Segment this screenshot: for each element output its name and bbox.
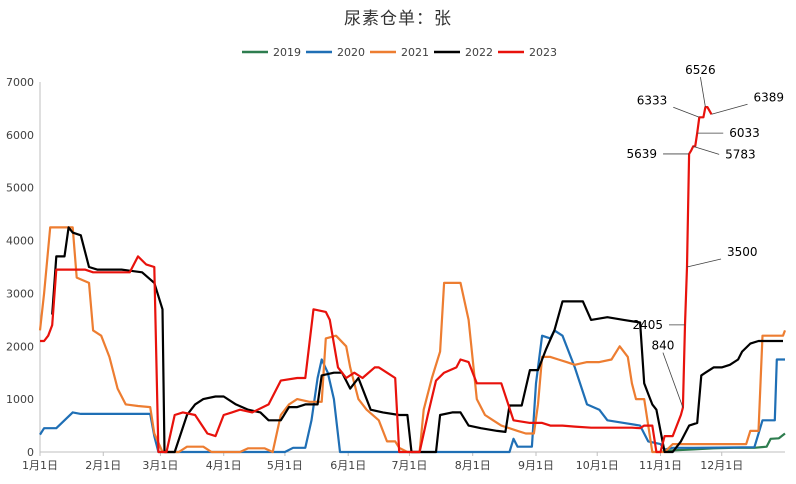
chart-title: 尿素仓单：张: [344, 9, 452, 29]
annotation-label: 3500: [727, 245, 758, 259]
legend-item-2022: 2022: [434, 46, 493, 59]
x-tick-label: 4月1日: [206, 459, 242, 472]
legend-item-2021: 2021: [370, 46, 429, 59]
y-tick-label: 6000: [6, 129, 34, 142]
annotation-label: 6033: [729, 126, 760, 140]
annotation-label: 5783: [725, 147, 756, 161]
x-tick-label: 7月1日: [391, 459, 427, 472]
x-tick-label: 11月1日: [639, 459, 682, 472]
annotation-leader: [662, 352, 684, 408]
x-tick-label: 3月1日: [142, 459, 178, 472]
annotation-leader: [711, 103, 748, 115]
x-tick-label: 8月1日: [455, 459, 491, 472]
x-tick-label: 12月1日: [700, 459, 743, 472]
x-tick-label: 9月1日: [518, 459, 554, 472]
y-tick-label: 2000: [6, 340, 34, 353]
annotation-label: 6526: [685, 63, 716, 77]
y-tick-label: 0: [27, 446, 34, 459]
y-tick-label: 1000: [6, 393, 34, 406]
annotation-label: 5639: [627, 147, 658, 161]
y-tick-label: 5000: [6, 182, 34, 195]
x-tick-label: 6月1日: [330, 459, 366, 472]
x-tick-label: 1月1日: [22, 459, 58, 472]
legend-label: 2021: [401, 46, 429, 59]
series-line-2023: [40, 106, 713, 454]
annotation-label: 6389: [754, 90, 785, 104]
annotations: 6526 6333 6389 6033 5639 5783 3500 2405 840: [627, 63, 785, 408]
legend-item-2019: 2019: [242, 46, 301, 59]
annotation-leader: [693, 145, 720, 155]
legend-label: 2022: [465, 46, 493, 59]
legend-item-2020: 2020: [306, 46, 365, 59]
annotation-label: 840: [651, 339, 674, 353]
annotation-label: 2405: [632, 318, 663, 332]
annotation-leader: [686, 258, 722, 268]
legend-item-2023: 2023: [498, 46, 557, 59]
annotation-leader: [700, 76, 706, 108]
axes: 0 1000 2000 3000 4000 5000 6000 7000 1月1日 2月1日 3月1…: [6, 76, 785, 472]
legend: 2019 2020 2021 2022 2023: [242, 46, 557, 59]
annotation-label: 6333: [637, 93, 668, 107]
legend-label: 2020: [337, 46, 365, 59]
series-lines: [38, 106, 787, 454]
series-line-2022: [51, 226, 783, 454]
legend-label: 2023: [529, 46, 557, 59]
x-tick-label: 10月1日: [576, 459, 619, 472]
y-tick-label: 3000: [6, 287, 34, 300]
y-tick-label: 7000: [6, 76, 34, 89]
x-tick-label: 2月1日: [85, 459, 121, 472]
x-tick-label: 5月1日: [267, 459, 303, 472]
y-tick-label: 4000: [6, 235, 34, 248]
legend-label: 2019: [273, 46, 301, 59]
annotation-leader: [673, 106, 700, 118]
